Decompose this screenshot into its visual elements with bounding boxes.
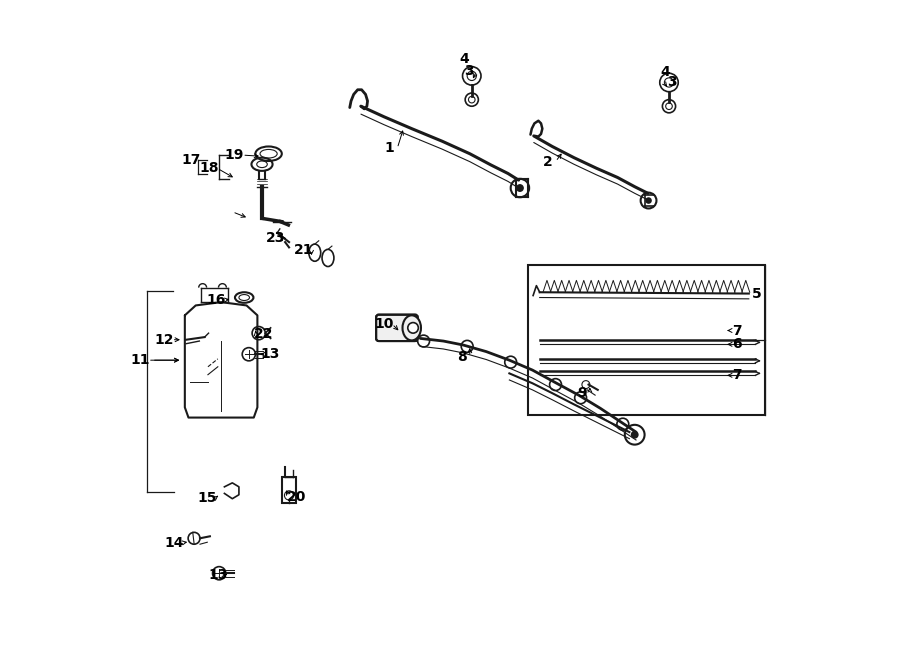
Text: 15: 15 xyxy=(197,491,217,505)
Text: 7: 7 xyxy=(732,323,742,338)
Text: 11: 11 xyxy=(130,353,149,367)
Text: 16: 16 xyxy=(206,293,226,307)
Text: 2: 2 xyxy=(543,155,553,169)
Text: 22: 22 xyxy=(254,327,274,342)
Text: 6: 6 xyxy=(732,337,742,352)
Circle shape xyxy=(516,184,524,192)
Text: 17: 17 xyxy=(182,153,201,167)
Text: 9: 9 xyxy=(577,385,587,399)
Text: 4: 4 xyxy=(459,52,469,65)
Text: 8: 8 xyxy=(457,350,467,364)
Text: 23: 23 xyxy=(266,231,285,245)
Text: 7: 7 xyxy=(732,368,742,382)
Circle shape xyxy=(616,418,629,430)
Text: 12: 12 xyxy=(154,332,174,347)
Text: 20: 20 xyxy=(287,490,307,504)
Text: 4: 4 xyxy=(661,65,670,79)
Text: 3: 3 xyxy=(464,64,473,78)
Circle shape xyxy=(631,431,639,439)
Text: 1: 1 xyxy=(384,141,394,155)
Circle shape xyxy=(461,340,473,352)
Text: 21: 21 xyxy=(293,243,313,257)
Circle shape xyxy=(408,323,418,333)
Ellipse shape xyxy=(402,315,421,340)
Text: 18: 18 xyxy=(200,161,219,175)
Circle shape xyxy=(418,335,429,347)
Text: 14: 14 xyxy=(165,536,184,550)
Circle shape xyxy=(575,392,587,404)
Circle shape xyxy=(505,356,517,368)
Text: 5: 5 xyxy=(752,288,761,301)
Bar xyxy=(527,264,765,415)
Text: 3: 3 xyxy=(667,75,677,89)
Circle shape xyxy=(645,197,652,204)
Text: 13: 13 xyxy=(208,568,228,582)
Bar xyxy=(282,477,296,503)
Circle shape xyxy=(550,379,562,391)
Text: 10: 10 xyxy=(374,317,393,331)
Text: 19: 19 xyxy=(225,148,244,162)
FancyBboxPatch shape xyxy=(376,315,418,341)
Text: 13: 13 xyxy=(261,347,280,362)
